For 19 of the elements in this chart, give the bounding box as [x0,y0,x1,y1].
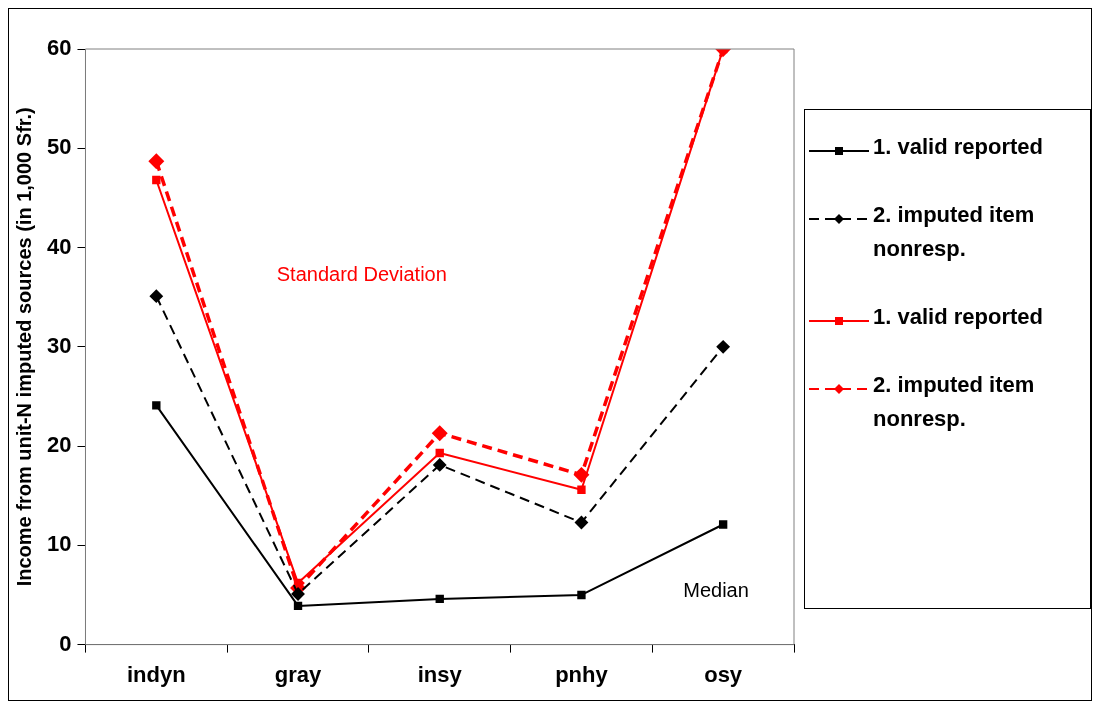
x-tick-label: pnhy [555,661,609,687]
x-tick-label: gray [274,661,323,687]
x-tick-label: osy [704,661,743,687]
y-tick-label: 60 [46,35,72,61]
legend-label: 2. imputed item nonresp. [873,371,1036,433]
annotation: Median [683,578,749,601]
x-tick-label: insy [417,661,463,687]
y-tick-label: 20 [46,432,72,458]
y-axis-title: Income from unit-N imputed sources (in 1,000 Sfr.) [12,107,35,587]
annotation: Standard Deviation [276,262,447,285]
y-tick-label: 0 [59,630,72,656]
y-tick-label: 40 [46,233,72,259]
legend-label: 1. valid reported [873,303,1043,331]
legend-label: 2. imputed item nonresp. [873,201,1036,263]
y-tick-label: 10 [46,531,72,557]
legend-label: 1. valid reported [873,133,1043,161]
x-tick-label: indyn [126,661,186,687]
y-tick-label: 50 [46,134,72,160]
y-tick-label: 30 [46,332,72,358]
